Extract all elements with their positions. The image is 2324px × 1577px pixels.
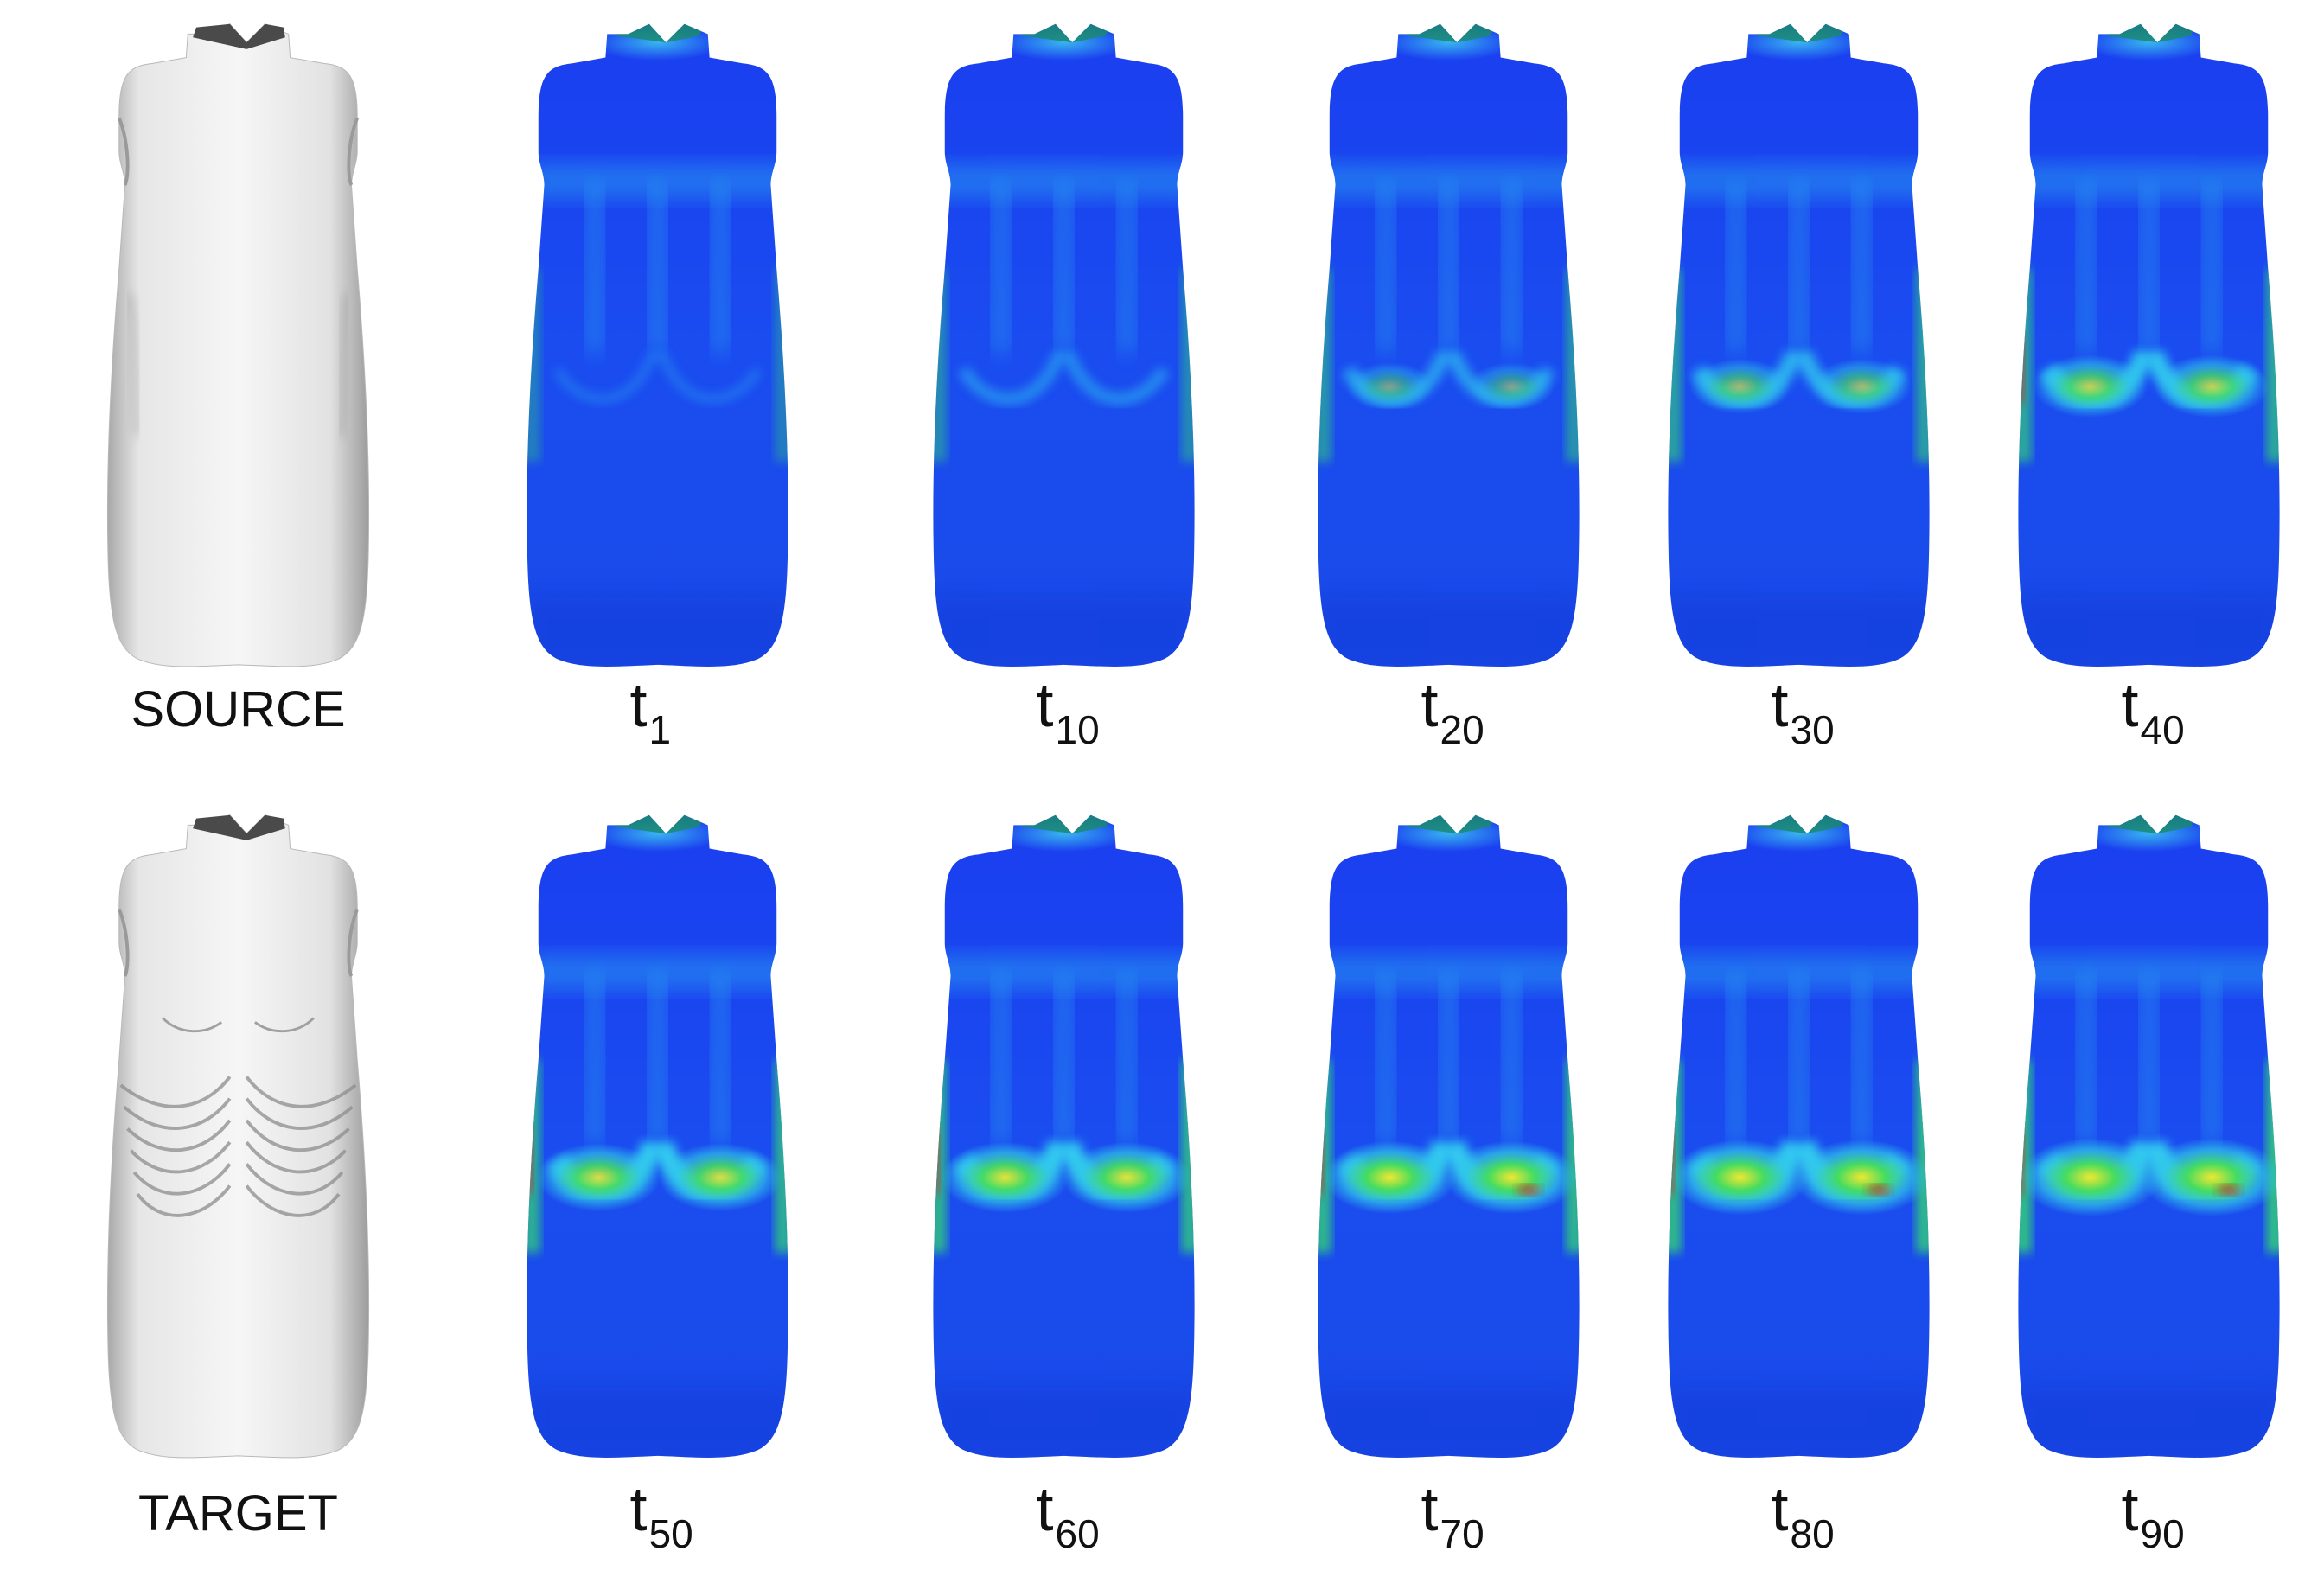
source-mesh-render <box>106 23 370 667</box>
target-label: TARGET <box>138 1485 338 1542</box>
frame-label-t30: t <box>1771 671 1788 740</box>
heatmap-frame-t50 <box>527 814 788 1458</box>
heatmap-frame-t40 <box>2018 23 2280 667</box>
heatmap-frame-t1 <box>527 23 788 667</box>
frame-label-t1: t <box>629 671 647 740</box>
heatmap-frame-t60 <box>933 814 1195 1458</box>
frame-subscript-t90: 90 <box>2141 1511 2185 1556</box>
frame-subscript-t50: 50 <box>649 1511 693 1556</box>
frame-label-t40: t <box>2121 671 2138 740</box>
source-label: SOURCE <box>131 681 345 737</box>
heatmap-frame-t80 <box>1668 814 1930 1458</box>
frame-label-t80: t <box>1771 1475 1788 1544</box>
frame-label-t50: t <box>629 1475 647 1544</box>
heatmap-frame-t30 <box>1668 23 1930 667</box>
frame-label-t70: t <box>1421 1475 1438 1544</box>
frame-label-t20: t <box>1421 671 1438 740</box>
frame-subscript-t1: 1 <box>649 707 672 752</box>
frame-subscript-t10: 10 <box>1056 707 1100 752</box>
heatmap-frame-t10 <box>933 23 1195 667</box>
frame-label-t10: t <box>1036 671 1053 740</box>
heatmap-frame-t90 <box>2018 814 2280 1458</box>
target-mesh-render <box>106 814 370 1459</box>
frame-subscript-t60: 60 <box>1056 1511 1100 1556</box>
heatmap-frame-t70 <box>1318 814 1580 1458</box>
frame-subscript-t80: 80 <box>1791 1511 1835 1556</box>
frame-subscript-t20: 20 <box>1440 707 1484 752</box>
frame-subscript-t70: 70 <box>1440 1511 1484 1556</box>
frame-subscript-t40: 40 <box>2141 707 2185 752</box>
frame-label-t60: t <box>1036 1475 1053 1544</box>
heatmap-frame-t20 <box>1318 23 1580 667</box>
frame-label-t90: t <box>2121 1475 2138 1544</box>
frame-subscript-t30: 30 <box>1791 707 1835 752</box>
